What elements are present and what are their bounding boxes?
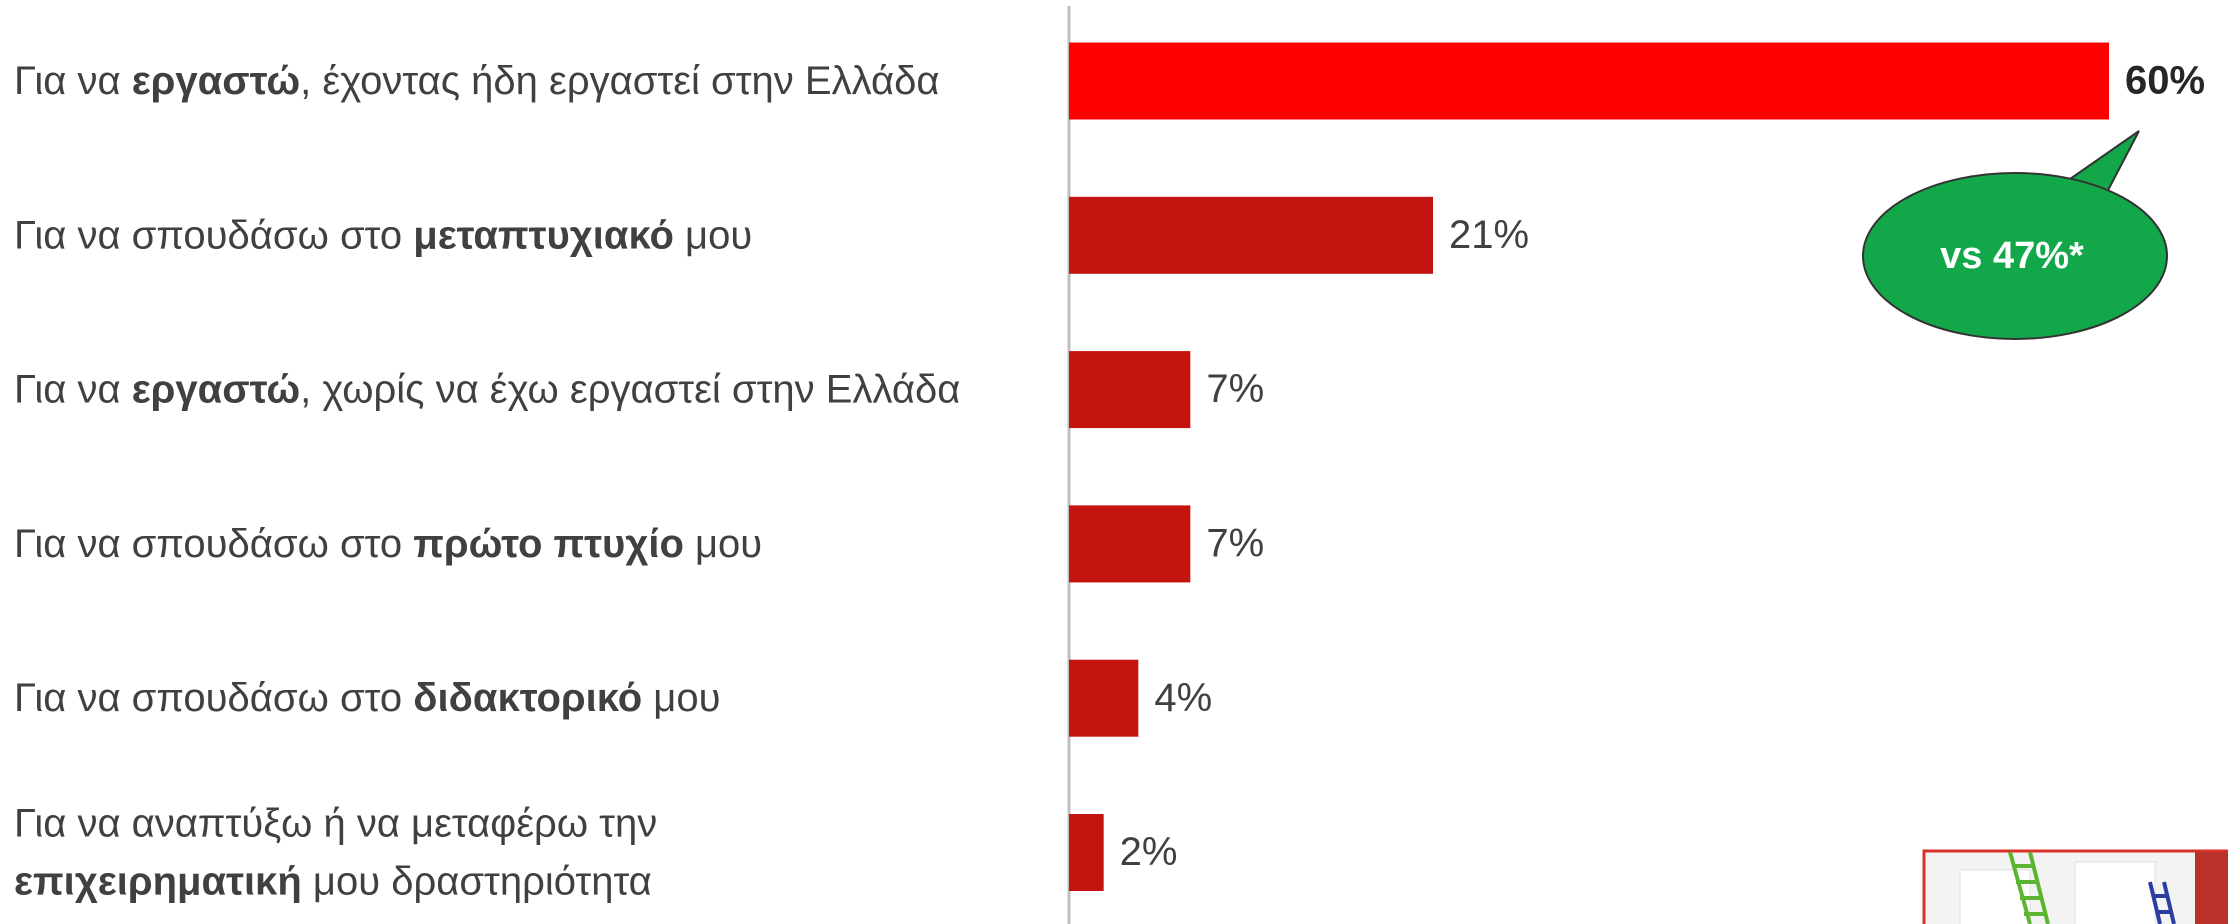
callout-text: vs 47%* <box>1940 235 2084 277</box>
label-part: μεταπτυχιακό <box>413 213 674 257</box>
label-part: Για να σπουδάσω στο <box>14 521 413 565</box>
category-label: Για να σπουδάσω στο διδακτορικό μου <box>14 676 720 720</box>
category-label: επιχειρηματική μου δραστηριότητα <box>14 859 652 903</box>
image-ladder <box>2008 851 2050 924</box>
category-label: Για να εργαστώ, έχοντας ήδη εργαστεί στη… <box>14 59 939 103</box>
label-part: μου δραστηριότητα <box>302 859 652 903</box>
label-part: Για να σπουδάσω στο <box>14 676 413 720</box>
image-ladder <box>2148 881 2176 924</box>
label-part: εργαστώ <box>132 367 300 411</box>
value-label: 7% <box>1206 521 1264 565</box>
value-label: 21% <box>1449 213 1529 257</box>
value-label: 4% <box>1154 676 1212 720</box>
image-box <box>2074 861 2156 924</box>
label-part: πρώτο πτυχίο <box>413 521 684 565</box>
category-label: Για να εργαστώ, χωρίς να έχω εργαστεί στ… <box>14 367 960 411</box>
label-part: Για να <box>14 59 132 103</box>
callout: vs 47%* <box>1862 130 2168 340</box>
image-box <box>1959 869 2031 924</box>
label-part: διδακτορικό <box>413 676 642 720</box>
category-label: Για να αναπτύξω ή να μεταφέρω την <box>14 801 657 845</box>
label-part: μου <box>684 521 762 565</box>
label-part: Για να <box>14 367 132 411</box>
value-label: 7% <box>1206 367 1264 411</box>
category-label: Για να σπουδάσω στο πρώτο πτυχίο μου <box>14 521 762 565</box>
label-part: μου <box>642 676 720 720</box>
bar <box>1069 659 1139 737</box>
callout-bubble <box>1862 172 2168 340</box>
value-label: 60% <box>2125 59 2205 103</box>
bar <box>1069 505 1191 583</box>
bar <box>1069 351 1191 429</box>
bar <box>1069 814 1104 891</box>
category-label: Για να σπουδάσω στο μεταπτυχιακό μου <box>14 213 752 257</box>
label-part: Για να σπουδάσω στο <box>14 213 413 257</box>
decorative-image <box>1922 849 2228 924</box>
label-part: εργαστώ <box>132 59 300 103</box>
label-part: , έχοντας ήδη εργαστεί στην Ελλάδα <box>300 59 939 103</box>
image-box <box>2195 852 2228 924</box>
bar <box>1069 196 1433 274</box>
label-part: Για να αναπτύξω ή να μεταφέρω την <box>14 801 657 845</box>
bar <box>1069 42 2109 120</box>
label-part: επιχειρηματική <box>14 859 302 903</box>
label-part: , χωρίς να έχω εργαστεί στην Ελλάδα <box>300 367 960 411</box>
value-label: 2% <box>1120 830 1178 874</box>
label-part: μου <box>674 213 752 257</box>
callout-joint <box>2061 187 2104 202</box>
